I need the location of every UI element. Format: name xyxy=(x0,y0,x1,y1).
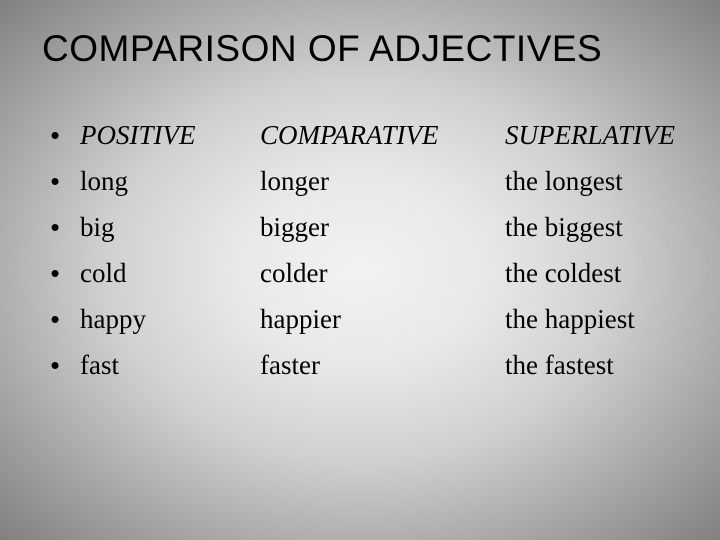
cell-comparative: happier xyxy=(260,304,341,335)
table-row: bigger xyxy=(260,204,505,250)
table-row: • fast xyxy=(30,342,260,388)
slide: COMPARISON OF ADJECTIVES • POSITIVE • lo… xyxy=(0,0,720,540)
column-comparative: COMPARATIVE longer bigger colder happier… xyxy=(260,112,505,388)
cell-positive: cold xyxy=(80,258,127,289)
bullet-icon: • xyxy=(30,166,80,197)
cell-positive: happy xyxy=(80,304,146,335)
bullet-icon: • xyxy=(30,304,80,335)
table-row: the coldest xyxy=(505,250,690,296)
cell-positive: big xyxy=(80,212,115,243)
table-row: faster xyxy=(260,342,505,388)
header-row: • POSITIVE xyxy=(30,112,260,158)
table-row: the happiest xyxy=(505,296,690,342)
header-superlative: SUPERLATIVE xyxy=(505,120,675,151)
table-row: • big xyxy=(30,204,260,250)
table-row: the fastest xyxy=(505,342,690,388)
table-row: longer xyxy=(260,158,505,204)
cell-positive: fast xyxy=(80,350,119,381)
table-row: happier xyxy=(260,296,505,342)
bullet-icon: • xyxy=(30,212,80,243)
column-superlative: SUPERLATIVE the longest the biggest the … xyxy=(505,112,690,388)
cell-superlative: the biggest xyxy=(505,212,623,243)
header-positive: POSITIVE xyxy=(80,120,195,151)
cell-superlative: the coldest xyxy=(505,258,621,289)
column-positive: • POSITIVE • long • big • cold • happy •… xyxy=(30,112,260,388)
header-comparative: COMPARATIVE xyxy=(260,120,438,151)
cell-comparative: bigger xyxy=(260,212,329,243)
table-row: • cold xyxy=(30,250,260,296)
cell-superlative: the fastest xyxy=(505,350,614,381)
comparison-table: • POSITIVE • long • big • cold • happy •… xyxy=(30,112,690,388)
bullet-icon: • xyxy=(30,258,80,289)
cell-superlative: the happiest xyxy=(505,304,635,335)
table-row: • happy xyxy=(30,296,260,342)
table-row: the biggest xyxy=(505,204,690,250)
bullet-icon: • xyxy=(30,350,80,381)
cell-positive: long xyxy=(80,166,128,197)
table-row: • long xyxy=(30,158,260,204)
cell-comparative: longer xyxy=(260,166,329,197)
header-row: COMPARATIVE xyxy=(260,112,505,158)
table-row: the longest xyxy=(505,158,690,204)
bullet-icon: • xyxy=(30,120,80,151)
cell-comparative: faster xyxy=(260,350,320,381)
header-row: SUPERLATIVE xyxy=(505,112,690,158)
slide-title: COMPARISON OF ADJECTIVES xyxy=(42,28,690,70)
cell-comparative: colder xyxy=(260,258,327,289)
table-row: colder xyxy=(260,250,505,296)
cell-superlative: the longest xyxy=(505,166,623,197)
